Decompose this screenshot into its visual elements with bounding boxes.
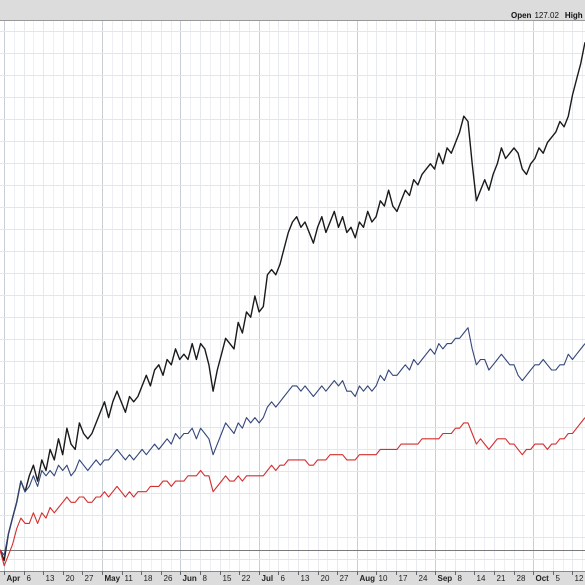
x-tick-label: 26: [164, 574, 173, 583]
x-tick-label: 5: [556, 574, 561, 583]
x-tick-label: Oct: [536, 574, 550, 583]
x-tick-label: 12: [575, 574, 584, 583]
x-tick-label: 6: [281, 574, 286, 583]
x-tick-label: 15: [223, 574, 232, 583]
grid: [0, 21, 585, 571]
x-tick-label: 18: [144, 574, 153, 583]
x-tick-label: 22: [242, 574, 251, 583]
series-line-3: [0, 417, 585, 567]
header-bar: [0, 0, 585, 20]
x-tick-label: 13: [46, 574, 55, 583]
x-tick-label: 20: [66, 574, 75, 583]
series-layer: [0, 42, 585, 567]
x-tick-label: 8: [203, 574, 208, 583]
x-tick-label: 27: [340, 574, 349, 583]
x-tick-label: 20: [321, 574, 330, 583]
x-tick-label: 21: [497, 574, 506, 583]
x-tick-label: 10: [379, 574, 388, 583]
x-tick-label: 28: [517, 574, 526, 583]
x-tick-label: 27: [85, 574, 94, 583]
x-tick-label: May: [105, 574, 121, 583]
high-label: High: [565, 11, 583, 20]
open-value: 127.02: [534, 11, 559, 20]
series-line-2: [0, 327, 585, 556]
x-tick-label: Jun: [183, 574, 197, 583]
x-tick-label: Apr: [7, 574, 21, 583]
x-tick-label: 14: [477, 574, 486, 583]
x-tick-label: 11: [125, 574, 134, 583]
quote-readout: Open 127.02 High: [511, 11, 583, 20]
series-line-1: [0, 42, 585, 562]
x-tick-label: 24: [419, 574, 428, 583]
x-tick-label: 8: [458, 574, 463, 583]
x-tick-label: Sep: [438, 574, 453, 583]
open-label: Open: [511, 11, 532, 20]
x-tick-label: 13: [301, 574, 310, 583]
x-tick-label: Jul: [262, 574, 274, 583]
x-tick-label: 6: [27, 574, 32, 583]
x-axis-ticks: Apr 6 13 20 27 May 11 18 26 Jun 8 15 22 Jul 6 13 20 27 Aug…: [4, 571, 584, 583]
x-tick-label: Aug: [360, 574, 376, 583]
x-tick-label: 17: [399, 574, 408, 583]
x-axis-bar: [0, 571, 585, 585]
